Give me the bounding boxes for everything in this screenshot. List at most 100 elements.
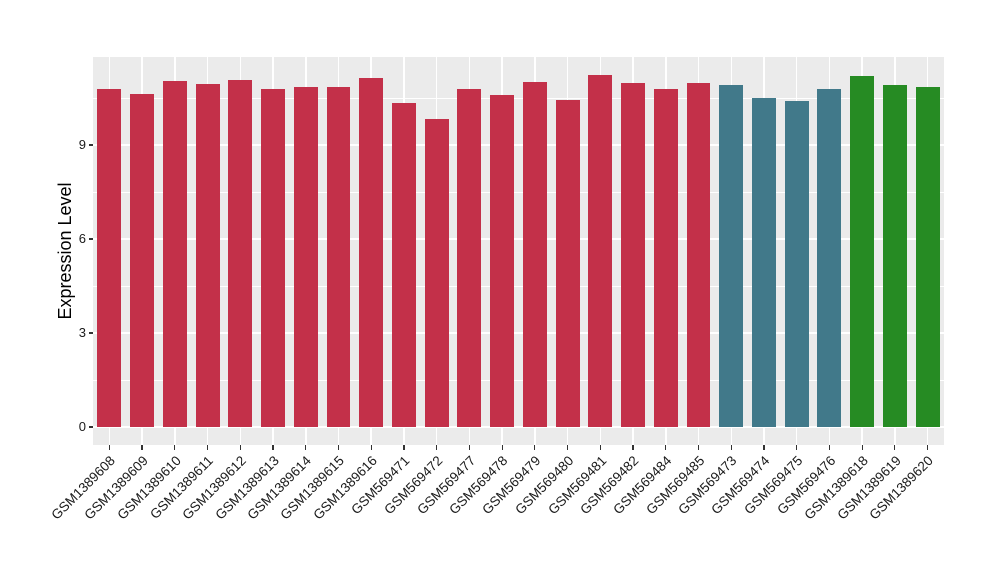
x-tick-label-text: GSM569480 xyxy=(511,453,577,518)
x-tick-label-text: GSM1389609 xyxy=(81,453,151,523)
y-tick-label: 0 xyxy=(78,419,86,434)
y-tick xyxy=(88,238,93,240)
x-tick-label: GSM569475 xyxy=(625,452,805,517)
x-tick-label: GSM1389615 xyxy=(166,452,348,523)
y-gridline-minor xyxy=(93,286,944,287)
x-tick-label-text: GSM569485 xyxy=(642,453,708,518)
x-tick-label-text: GSM1389614 xyxy=(244,453,315,523)
x-tick-label-text: GSM569471 xyxy=(348,453,413,518)
x-tick xyxy=(763,445,765,450)
bar-GSM1389612 xyxy=(228,79,253,427)
y-tick xyxy=(88,332,93,334)
x-tick-label: GSM569478 xyxy=(330,452,511,517)
x-tick-label: GSM569485 xyxy=(527,452,707,517)
x-tick-label-text: GSM569472 xyxy=(381,453,446,518)
x-tick-label-text: GSM569479 xyxy=(479,453,544,518)
x-tick xyxy=(927,445,929,450)
bar-GSM1389609 xyxy=(130,94,155,427)
x-tick-label: GSM1389611 xyxy=(36,452,216,522)
y-tick-label: 6 xyxy=(78,231,86,247)
x-tick-label-text: GSM569481 xyxy=(544,453,609,518)
bar-GSM569473 xyxy=(719,85,744,427)
x-tick xyxy=(468,445,470,450)
bar-GSM1389613 xyxy=(261,88,285,427)
bar-GSM569476 xyxy=(817,88,842,427)
x-tick xyxy=(534,445,536,450)
x-tick-label: GSM569471 xyxy=(232,452,412,517)
x-tick-label: GSM1389618 xyxy=(690,452,871,523)
bar-GSM1389619 xyxy=(882,85,907,427)
y-gridline-minor xyxy=(93,98,944,100)
x-tick xyxy=(108,445,110,450)
x-tick-label-text: GSM1389610 xyxy=(113,453,184,523)
y-gridline-major xyxy=(93,332,944,334)
y-tick xyxy=(88,144,93,146)
x-tick-label: GSM569476 xyxy=(657,452,838,517)
x-tick xyxy=(599,445,601,450)
y-gridline-major xyxy=(93,238,944,240)
x-tick xyxy=(239,445,241,450)
x-tick xyxy=(370,445,372,450)
x-tick xyxy=(861,445,863,450)
x-tick xyxy=(272,445,274,450)
x-tick xyxy=(632,445,634,450)
bar-GSM1389611 xyxy=(195,83,220,427)
x-tick-label-text: GSM569473 xyxy=(675,453,740,518)
bar-GSM1389620 xyxy=(915,86,940,427)
x-tick-label: GSM569472 xyxy=(265,452,445,517)
x-tick xyxy=(796,445,798,450)
x-tick-label-text: GSM569478 xyxy=(446,453,511,518)
x-tick xyxy=(730,445,732,450)
plot-panel xyxy=(93,56,944,445)
x-tick xyxy=(665,445,667,450)
y-gridline-major xyxy=(93,426,944,428)
bar-GSM569484 xyxy=(653,88,678,427)
x-tick xyxy=(337,445,340,450)
bar-GSM569481 xyxy=(588,75,613,427)
x-tick xyxy=(697,445,700,450)
x-tick-label: GSM1389610 xyxy=(3,452,184,523)
bar-GSM569474 xyxy=(752,97,776,427)
x-tick-label: GSM569479 xyxy=(363,452,543,517)
bar-GSM569485 xyxy=(686,82,711,427)
x-tick-label: GSM569481 xyxy=(428,452,609,517)
x-tick-label-text: GSM569475 xyxy=(741,453,806,518)
y-gridline-minor xyxy=(93,380,944,381)
bar-GSM569479 xyxy=(522,82,547,427)
x-tick-label: GSM569473 xyxy=(559,452,740,517)
x-tick-label: GSM1389620 xyxy=(756,452,937,523)
x-tick-label-text: GSM569477 xyxy=(413,453,478,518)
x-tick-label: GSM569480 xyxy=(396,452,576,517)
y-axis-title: Expression Level xyxy=(55,182,75,320)
x-tick-label: GSM569484 xyxy=(494,452,674,517)
bar-GSM1389618 xyxy=(850,76,875,427)
y-gridline-major xyxy=(93,144,944,146)
x-tick-label-text: GSM569474 xyxy=(708,453,773,518)
x-tick-label-text: GSM569482 xyxy=(577,453,642,518)
x-tick-label: GSM1389608 xyxy=(0,452,118,523)
x-tick xyxy=(141,445,143,450)
x-tick-label: GSM1389612 xyxy=(68,452,249,523)
x-tick xyxy=(174,445,176,450)
bar-GSM569475 xyxy=(784,100,809,427)
bar-GSM569480 xyxy=(555,100,580,427)
x-tick xyxy=(403,445,405,450)
bar-GSM1389610 xyxy=(162,80,187,427)
bar-GSM1389608 xyxy=(97,88,122,427)
x-tick xyxy=(501,445,503,450)
x-tick-label: GSM1389614 xyxy=(134,452,315,523)
bar-GSM569471 xyxy=(391,102,416,427)
bar-GSM569472 xyxy=(424,118,449,427)
y-tick xyxy=(88,426,93,428)
x-tick-label: GSM1389619 xyxy=(723,452,904,523)
x-tick xyxy=(828,445,831,450)
x-tick-label-text: GSM1389612 xyxy=(179,453,249,523)
x-tick-label-text: GSM1389616 xyxy=(310,453,380,523)
bar-GSM1389615 xyxy=(326,87,351,427)
x-tick-label-text: GSM569484 xyxy=(610,453,675,518)
x-tick xyxy=(436,445,438,450)
x-tick-label-text: GSM1389618 xyxy=(801,453,871,523)
bar-GSM1389614 xyxy=(293,87,318,427)
x-tick-label-text: GSM1389620 xyxy=(866,453,937,523)
